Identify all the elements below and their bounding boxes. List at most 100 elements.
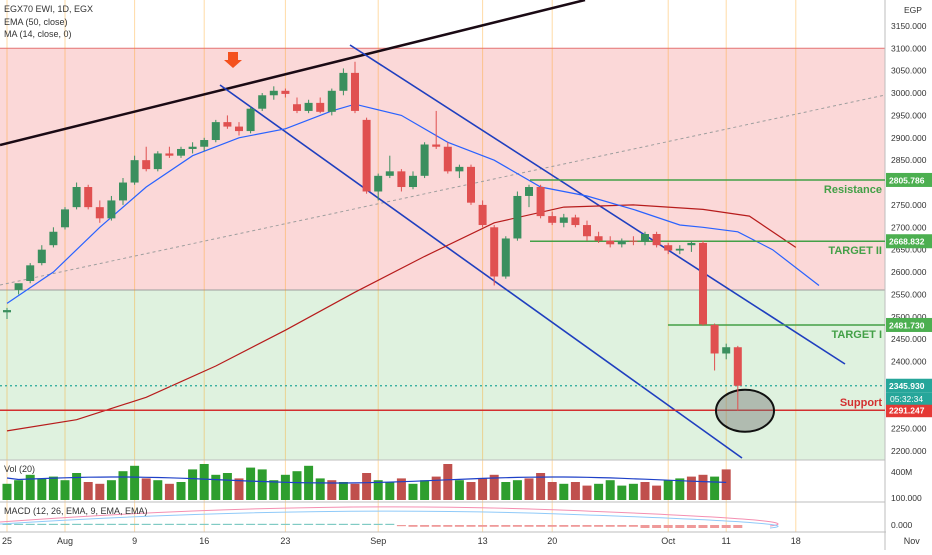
candle-body (536, 187, 545, 217)
volume-bar (582, 485, 592, 500)
candle (710, 323, 719, 371)
volume-legend[interactable]: Vol (20) (4, 464, 36, 474)
candle-body (455, 166, 464, 172)
x-tick-label: 9 (132, 536, 137, 546)
currency-label: EGP (904, 5, 922, 15)
candle (49, 227, 58, 248)
volume-bar (489, 474, 499, 500)
rising-trendline (0, 0, 586, 147)
x-tick-label: Oct (661, 536, 676, 546)
ma14-line (6, 103, 820, 304)
candle (594, 231, 603, 243)
candle (188, 142, 197, 154)
macd-histogram-bar (536, 525, 546, 527)
volume-bar (211, 474, 221, 500)
candle (72, 182, 81, 210)
price-tick-label: 2400.000 (891, 357, 927, 367)
macd-histogram-bar (14, 523, 24, 525)
volume-bar (431, 476, 441, 500)
volume-bar (698, 474, 708, 500)
volume-layer (2, 464, 731, 500)
candle (374, 173, 383, 201)
macd-histogram-bar (95, 523, 105, 525)
candle-body (130, 160, 139, 183)
candle (246, 106, 255, 134)
candle-body (652, 234, 661, 246)
volume-axis-label: 400M (891, 467, 912, 477)
macd-histogram-bar (304, 523, 314, 525)
price-tick-label: 2650.000 (891, 245, 927, 255)
candle (235, 122, 243, 136)
candle-body (443, 146, 452, 172)
price-tag: 2668.832 (886, 234, 932, 249)
volume-bar (234, 478, 244, 500)
candle (525, 184, 533, 208)
macd-histogram-bar (222, 523, 232, 525)
macd-histogram-bar (420, 525, 430, 527)
candle-body (269, 90, 278, 96)
dashed-trendline (0, 94, 886, 286)
candle-body (675, 248, 684, 251)
macd-histogram-bar (559, 525, 569, 527)
volume-bar (327, 480, 337, 500)
candle-body (3, 310, 11, 313)
candle (61, 207, 69, 230)
macd-histogram-bar (547, 525, 557, 527)
drawing-layer: Resistance TARGET II TARGET I Support (0, 0, 886, 459)
candle-body (629, 240, 638, 242)
macd-histogram-bar (617, 525, 627, 527)
candles-layer (3, 61, 742, 411)
candle (722, 343, 731, 360)
macd-histogram-bar (280, 523, 290, 525)
candle-body (37, 249, 46, 264)
volume-bar (2, 483, 12, 500)
candle-body (699, 242, 707, 325)
volume-bar (269, 480, 279, 500)
volume-bar (118, 471, 128, 500)
x-tick-label: 18 (791, 536, 801, 546)
volume-bar (605, 480, 615, 500)
macd-histogram-bar (72, 523, 82, 525)
ema-legend[interactable]: EMA (50, close) (4, 17, 68, 27)
time-axis-layer: 25Aug91623Sep1320Oct1118Nov8 (2, 536, 920, 546)
candle-body (153, 153, 162, 170)
candle (443, 142, 452, 174)
highlight-ellipse (715, 388, 775, 433)
macd-histogram-bar (594, 525, 604, 527)
candle (84, 184, 93, 210)
macd-histogram-bar (246, 523, 256, 525)
volume-bar (466, 482, 476, 500)
volume-bar (420, 480, 430, 500)
macd-histogram-bar (466, 525, 476, 527)
symbol-title[interactable]: EGX70 EWI, 1D, EGX (4, 4, 94, 14)
candle (536, 184, 545, 219)
candle (339, 68, 348, 96)
target-label: TARGET I (831, 329, 882, 341)
candle (95, 200, 104, 223)
macd-legend[interactable]: MACD (12, 26, EMA, 9, EMA, EMA) (4, 506, 148, 516)
volume-bar (48, 476, 58, 500)
macd-histogram-bar (164, 523, 174, 525)
macd-histogram-bar (188, 523, 198, 525)
price-tag-label: 2291.247 (889, 406, 925, 416)
price-tick-label: 2950.000 (891, 110, 927, 120)
macd-histogram-bar (733, 525, 743, 528)
volume-bar (385, 482, 395, 500)
ma-legend[interactable]: MA (14, close, 0) (4, 29, 72, 39)
volume-bar (686, 476, 696, 500)
candle (211, 119, 220, 143)
candle (200, 137, 209, 152)
candle (617, 238, 626, 248)
price-tick-label: 3050.000 (891, 66, 927, 76)
price-tick-label: 2250.000 (891, 424, 927, 434)
macd-histogram-bar (118, 523, 128, 525)
candle (316, 97, 325, 114)
price-tick-label: 2200.000 (891, 446, 927, 456)
macd-histogram-bar (199, 523, 209, 525)
macd-histogram-bar (478, 525, 488, 527)
candle-body (548, 216, 557, 223)
price-tag-label: 2345.930 (889, 381, 925, 391)
candle-body (606, 240, 615, 245)
